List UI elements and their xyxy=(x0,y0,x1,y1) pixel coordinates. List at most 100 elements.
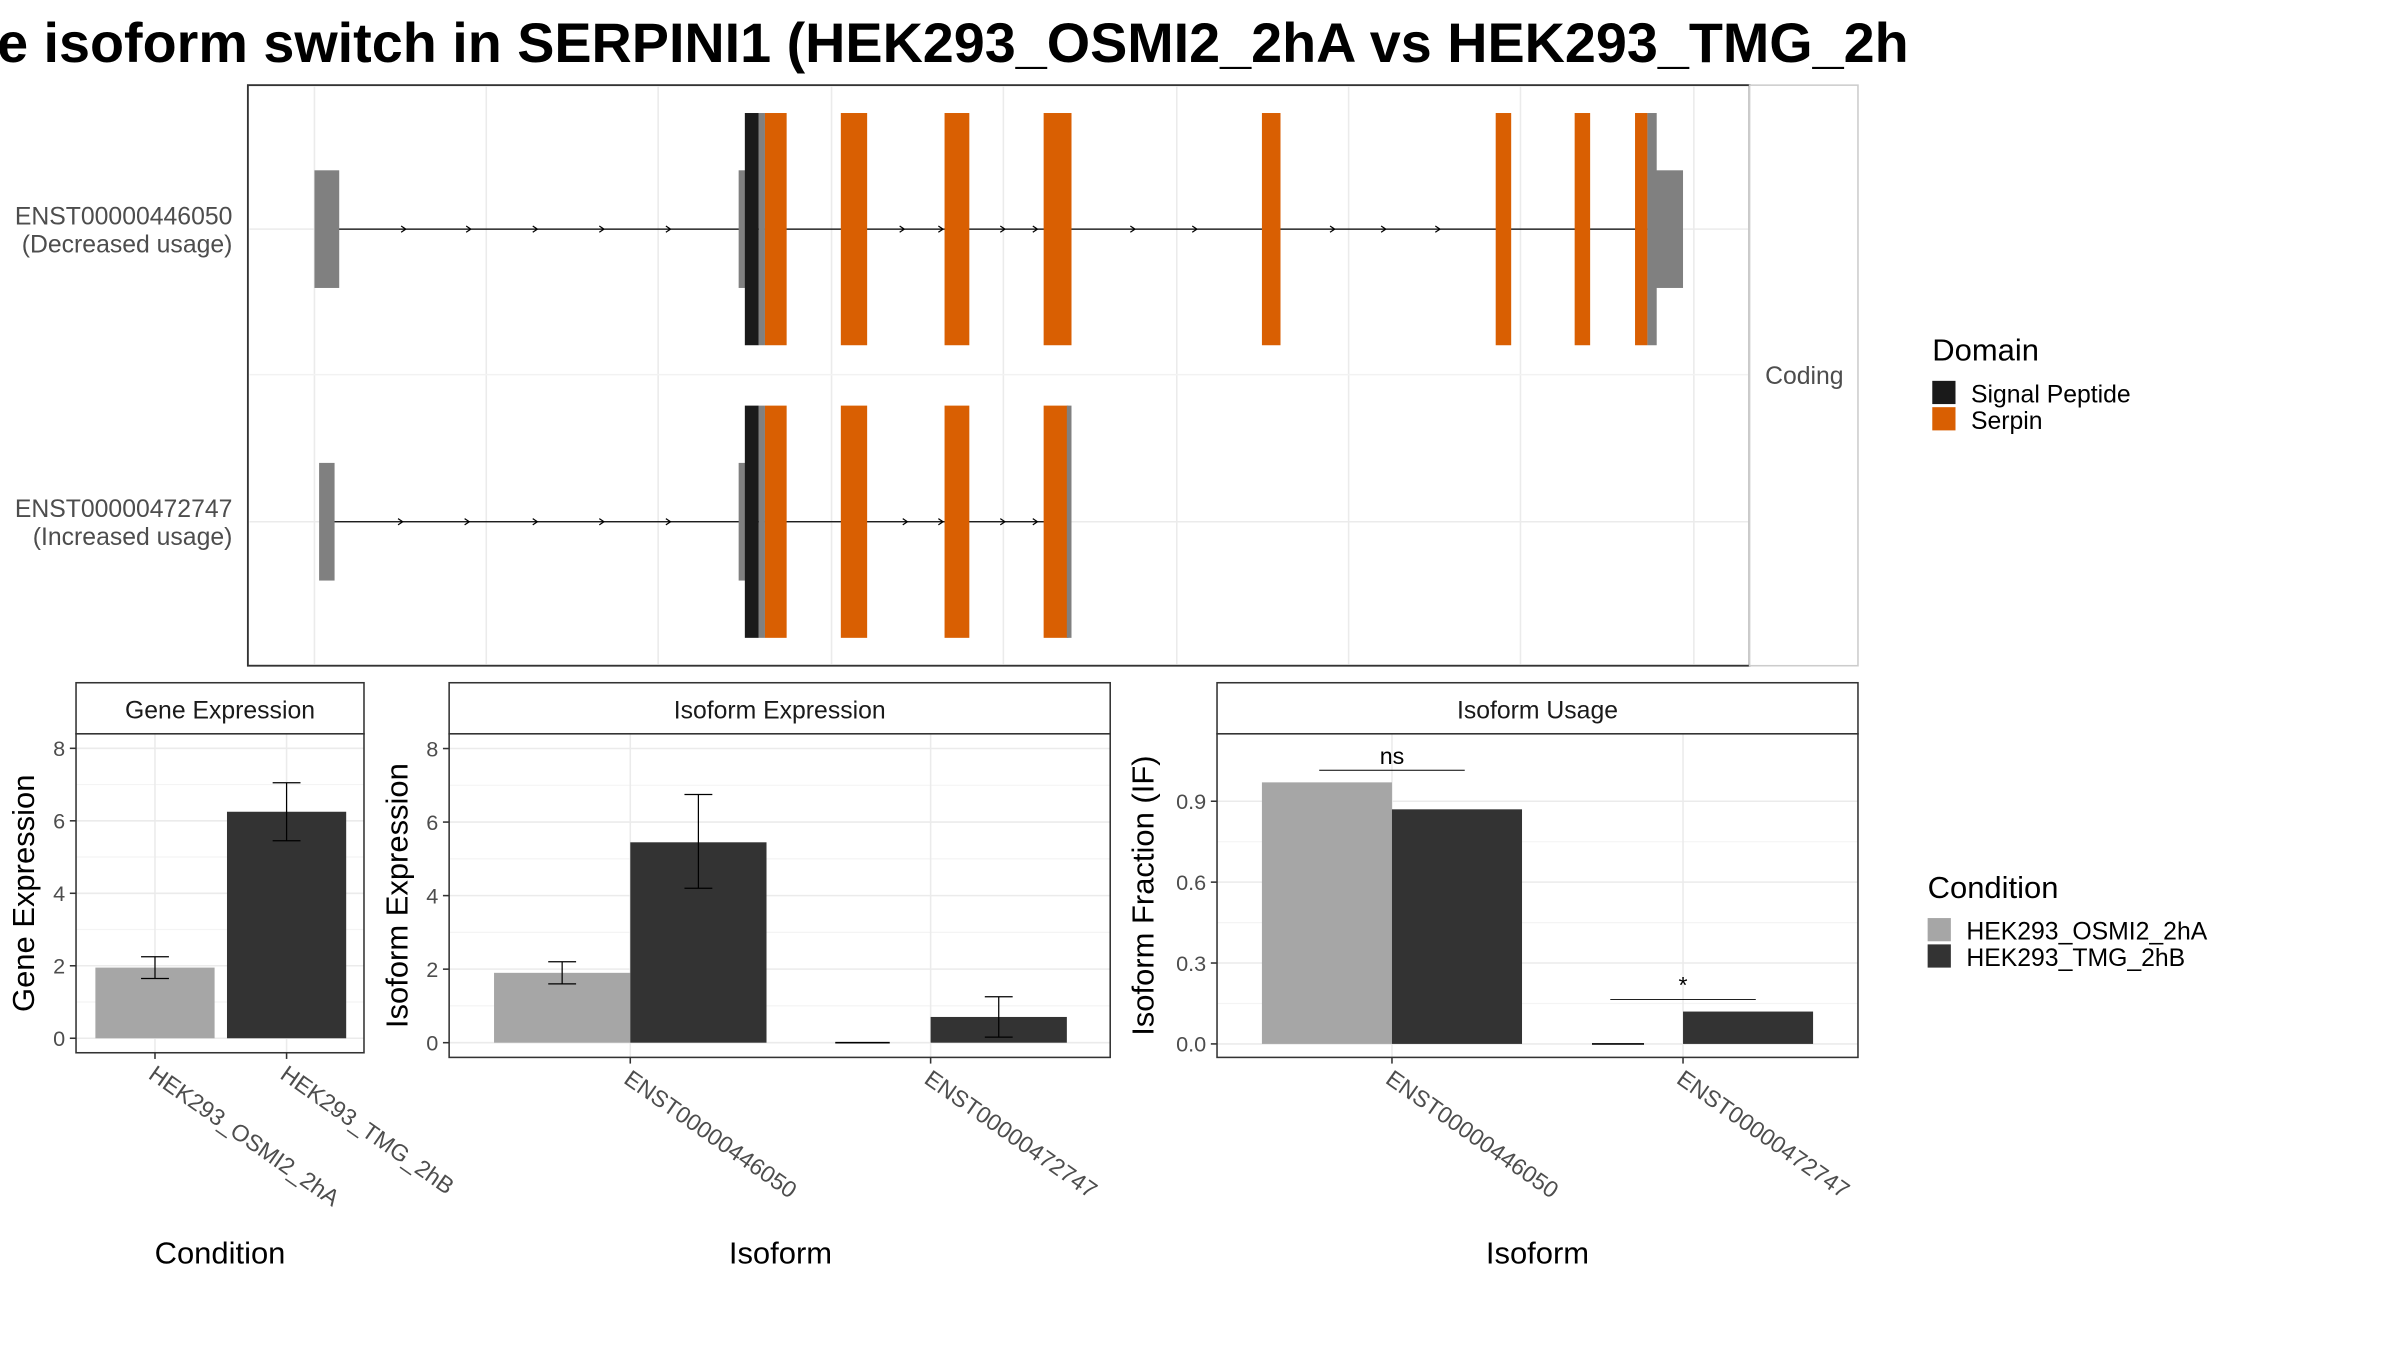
legend-swatch-condition-b xyxy=(1927,944,1951,968)
intron-arrow xyxy=(465,225,472,233)
intron-arrow xyxy=(397,518,404,526)
intron-arrow xyxy=(938,225,945,233)
legend-label-condition-b: HEK293_TMG_2hB xyxy=(1966,945,2185,972)
intron-arrow xyxy=(938,518,945,526)
x-axis-title: Condition xyxy=(155,1235,286,1270)
intron-arrow xyxy=(1329,225,1336,233)
isoform-expressionplot-border xyxy=(448,733,1111,1059)
intron-arrow xyxy=(665,225,672,233)
legend-swatch-condition-a xyxy=(1927,918,1951,942)
bar xyxy=(1683,1011,1814,1044)
intron-arrow xyxy=(598,225,606,233)
serpin-exon xyxy=(764,405,787,638)
y-tick-label: 0.3 xyxy=(1176,951,1206,976)
domain-legend: Domain Signal Peptide Serpin xyxy=(1932,333,2131,435)
intron-arrow xyxy=(902,518,909,526)
cds-exon xyxy=(1647,113,1657,346)
intron-arrow xyxy=(999,225,1007,233)
serpin-exon xyxy=(1635,113,1648,346)
serpin-exon xyxy=(840,113,868,346)
y-axis-title: Gene Expression xyxy=(6,775,41,1012)
facet-label-coding: Coding xyxy=(1765,363,1843,390)
y-tick-label: 6 xyxy=(53,809,65,834)
intron-arrow xyxy=(400,225,407,233)
x-axis-title: Isoform xyxy=(729,1235,832,1270)
transcript-model xyxy=(314,113,1684,346)
bar xyxy=(95,967,215,1039)
utr-exon xyxy=(738,462,747,581)
isoform-usageplot-border xyxy=(1216,733,1859,1059)
utr-exon xyxy=(738,170,747,288)
y-axis-title: Isoform Expression xyxy=(379,763,414,1028)
utr-exon xyxy=(319,462,335,581)
isoform-usagestrip xyxy=(1216,681,1859,735)
intron-arrow xyxy=(1129,225,1137,233)
signal-peptide-exon xyxy=(744,113,759,346)
legend-label-signal-peptide: Signal Peptide xyxy=(1971,382,2131,409)
facet-strip xyxy=(1748,84,1859,667)
isoform-usagepanel-title: Isoform Usage xyxy=(1457,697,1618,724)
utr-exon xyxy=(1653,170,1684,288)
transcript-label-2-usage: (Increased usage) xyxy=(33,524,233,551)
y-tick-label: 0 xyxy=(53,1026,65,1051)
bar xyxy=(1391,809,1523,1044)
gene-expressionstrip xyxy=(75,681,365,735)
y-tick-label: 0.9 xyxy=(1176,789,1206,814)
x-axis-title: Isoform xyxy=(1486,1235,1589,1270)
y-tick-label: 4 xyxy=(53,881,65,906)
legend-swatch-serpin xyxy=(1932,407,1956,431)
y-tick-label: 0.0 xyxy=(1176,1032,1206,1057)
y-tick-label: 8 xyxy=(426,736,438,761)
y-tick-label: 2 xyxy=(426,957,438,982)
intron-arrow xyxy=(1434,225,1442,233)
cds-exon xyxy=(758,113,765,346)
isoform-expressionpanel-title: Isoform Expression xyxy=(674,697,886,724)
bar xyxy=(226,811,347,1039)
serpin-exon xyxy=(1574,113,1591,346)
intron-arrow xyxy=(1191,225,1199,233)
transcript-rows xyxy=(314,113,1684,638)
transcript-label-2-id: ENST00000472747 xyxy=(15,496,233,523)
condition-legend-title: Condition xyxy=(1928,870,2059,905)
significance-label: * xyxy=(1679,972,1688,998)
condition-legend: Condition HEK293_OSMI2_2hA HEK293_TMG_2h… xyxy=(1927,870,2208,972)
intron-arrow xyxy=(1032,518,1039,526)
intron-arrow xyxy=(532,225,539,233)
legend-label-condition-a: HEK293_OSMI2_2hA xyxy=(1966,919,2207,946)
cds-exon xyxy=(758,405,765,638)
utr-exon xyxy=(1066,405,1072,638)
bar xyxy=(1261,782,1392,1044)
serpin-exon xyxy=(1043,405,1069,638)
y-tick-label: 2 xyxy=(53,954,65,979)
legend-swatch-signal-peptide xyxy=(1932,380,1956,405)
serpin-exon xyxy=(840,405,868,638)
serpin-exon xyxy=(764,113,787,346)
intron-arrow xyxy=(532,518,539,526)
significance-label: ns xyxy=(1380,743,1405,769)
utr-exon xyxy=(314,170,340,288)
gene-expressionplot-border xyxy=(75,733,365,1054)
transcript-label-1-id: ENST00000446050 xyxy=(15,203,233,230)
transcript-structure-panel: Coding ENST00000446050 (Decreased usage)… xyxy=(15,84,1859,667)
y-tick-label: 4 xyxy=(426,883,438,908)
isoform-expressionstrip xyxy=(448,681,1111,735)
y-tick-label: 0 xyxy=(426,1030,438,1055)
intron-arrow xyxy=(899,225,906,233)
serpin-exon xyxy=(1043,113,1072,346)
intron-arrow xyxy=(598,518,606,526)
serpin-exon xyxy=(944,113,970,346)
transcript-label-1-usage: (Decreased usage) xyxy=(22,231,233,258)
intron-arrow xyxy=(1032,225,1039,233)
intron-arrow xyxy=(999,518,1007,526)
legend-label-serpin: Serpin xyxy=(1971,408,2043,435)
signal-peptide-exon xyxy=(744,405,759,638)
y-tick-label: 8 xyxy=(53,736,65,761)
intron-arrow xyxy=(464,518,471,526)
gene-expressionpanel-title: Gene Expression xyxy=(125,697,315,724)
intron-arrow xyxy=(665,518,672,526)
y-axis-title: Isoform Fraction (IF) xyxy=(1126,755,1161,1035)
serpin-exon xyxy=(1495,113,1512,346)
serpin-exon xyxy=(1261,113,1281,346)
